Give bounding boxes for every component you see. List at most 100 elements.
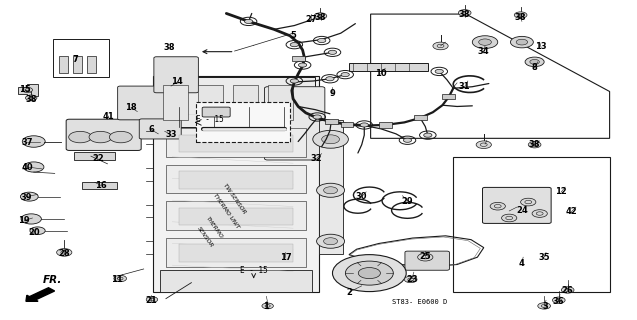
Circle shape: [147, 297, 158, 302]
Circle shape: [299, 63, 307, 67]
Bar: [178, 171, 293, 189]
Bar: [59, 56, 68, 73]
Circle shape: [314, 13, 327, 19]
Text: TW SENSOR: TW SENSOR: [222, 182, 247, 214]
Text: 38: 38: [163, 43, 175, 52]
Text: 7: 7: [73, 55, 78, 64]
Circle shape: [532, 210, 547, 217]
Bar: [197, 85, 223, 120]
Circle shape: [561, 287, 574, 293]
Text: 16: 16: [96, 181, 107, 190]
FancyBboxPatch shape: [405, 251, 450, 270]
Circle shape: [69, 131, 92, 143]
Text: 38: 38: [315, 13, 326, 22]
FancyArrow shape: [26, 288, 55, 301]
Text: 31: 31: [459, 82, 471, 91]
Circle shape: [341, 73, 349, 77]
Text: 19: 19: [18, 216, 30, 225]
Text: 42: 42: [566, 207, 577, 216]
Circle shape: [435, 69, 443, 74]
Bar: [341, 122, 354, 127]
Circle shape: [358, 268, 380, 279]
Bar: [166, 238, 306, 267]
Circle shape: [530, 60, 540, 64]
Circle shape: [317, 183, 345, 197]
Circle shape: [516, 39, 527, 45]
Text: 27: 27: [305, 15, 317, 24]
Circle shape: [433, 42, 448, 50]
Circle shape: [318, 38, 326, 43]
Circle shape: [22, 136, 45, 147]
Text: 14: 14: [171, 77, 183, 86]
Circle shape: [114, 275, 127, 282]
Circle shape: [520, 198, 536, 206]
Bar: [82, 182, 117, 189]
Circle shape: [290, 79, 299, 83]
Circle shape: [404, 276, 417, 283]
Bar: [160, 270, 312, 292]
Circle shape: [57, 249, 72, 256]
Bar: [166, 201, 306, 230]
Circle shape: [478, 39, 491, 45]
Circle shape: [317, 234, 345, 248]
Circle shape: [459, 10, 471, 16]
FancyBboxPatch shape: [264, 87, 325, 160]
Bar: [233, 85, 258, 120]
Bar: [157, 77, 315, 126]
Circle shape: [333, 255, 406, 292]
Circle shape: [313, 130, 348, 148]
Bar: [318, 120, 343, 254]
Text: 38: 38: [459, 10, 471, 19]
Circle shape: [290, 43, 299, 47]
Text: 29: 29: [402, 197, 413, 206]
Bar: [454, 157, 610, 292]
Text: E - 15: E - 15: [196, 116, 224, 124]
Text: 17: 17: [280, 253, 291, 262]
Bar: [74, 152, 115, 160]
Circle shape: [324, 187, 338, 194]
Text: 35: 35: [538, 253, 550, 262]
FancyBboxPatch shape: [482, 188, 551, 223]
Circle shape: [313, 115, 321, 119]
Text: 34: 34: [478, 47, 490, 56]
Text: 40: 40: [22, 163, 33, 172]
Bar: [73, 56, 82, 73]
Text: 41: 41: [103, 112, 115, 121]
Text: 36: 36: [553, 297, 564, 306]
Circle shape: [345, 261, 393, 285]
Text: 30: 30: [356, 192, 368, 201]
Text: 33: 33: [165, 130, 177, 139]
Text: 22: 22: [92, 154, 104, 163]
Bar: [163, 85, 188, 120]
Bar: [443, 94, 455, 100]
Circle shape: [322, 135, 340, 144]
Bar: [178, 134, 293, 152]
Text: 15: 15: [19, 85, 31, 94]
Circle shape: [514, 12, 527, 18]
Circle shape: [30, 227, 45, 235]
Text: 23: 23: [406, 275, 418, 284]
Text: THERMO UNIT: THERMO UNIT: [211, 193, 240, 229]
Text: THERMO: THERMO: [205, 216, 224, 239]
Circle shape: [510, 36, 533, 48]
Circle shape: [24, 162, 44, 172]
Circle shape: [89, 131, 112, 143]
Text: 25: 25: [419, 252, 431, 261]
Circle shape: [528, 141, 541, 148]
Circle shape: [245, 19, 253, 23]
Text: 13: 13: [535, 42, 547, 52]
Circle shape: [538, 303, 550, 309]
FancyBboxPatch shape: [202, 107, 230, 117]
FancyBboxPatch shape: [140, 119, 181, 139]
Text: 4: 4: [519, 259, 525, 268]
FancyBboxPatch shape: [118, 86, 166, 120]
Circle shape: [490, 202, 505, 210]
FancyBboxPatch shape: [66, 119, 141, 150]
Text: 39: 39: [20, 193, 32, 202]
Bar: [292, 56, 304, 61]
Text: 38: 38: [529, 140, 540, 149]
Text: 26: 26: [562, 286, 573, 295]
Circle shape: [20, 192, 38, 201]
Bar: [178, 208, 293, 225]
Circle shape: [418, 253, 433, 261]
